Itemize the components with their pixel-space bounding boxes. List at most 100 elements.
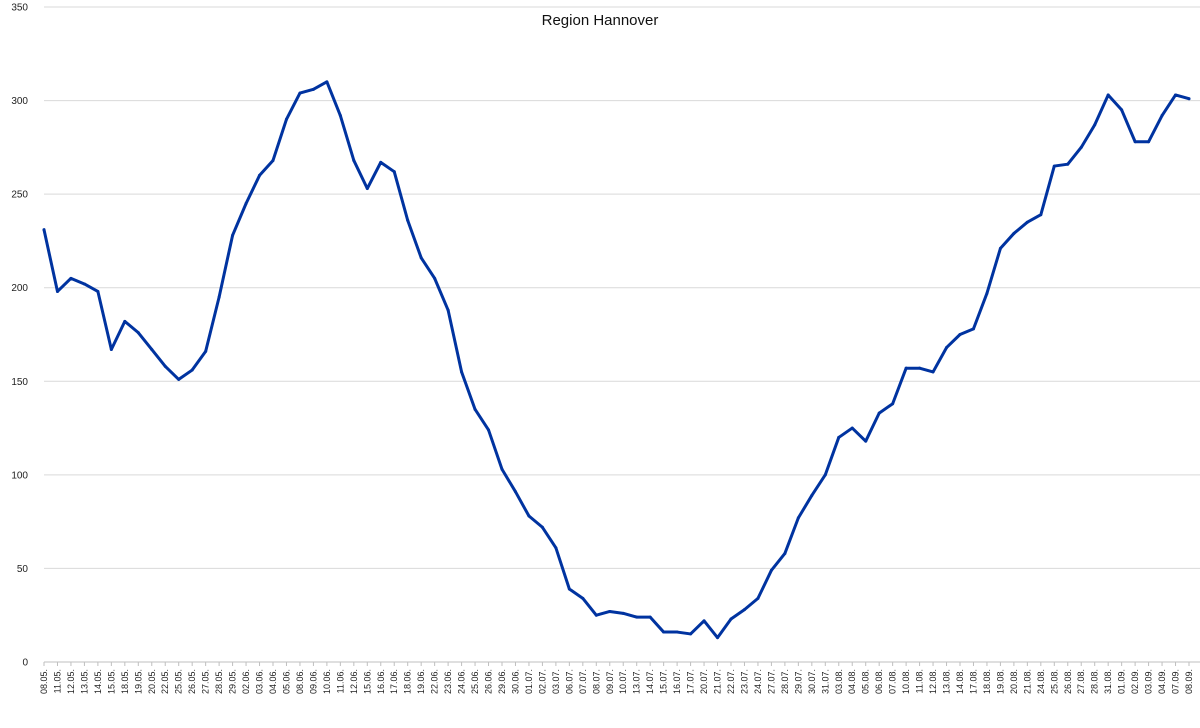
x-tick-label: 30.06. xyxy=(510,669,520,694)
x-tick-label: 09.07. xyxy=(605,669,615,694)
x-tick-label: 20.08. xyxy=(1009,669,1019,694)
x-tick-label: 01.09. xyxy=(1117,669,1127,694)
data-point xyxy=(473,407,477,411)
x-tick-label: 04.09. xyxy=(1157,669,1167,694)
y-tick-label: 0 xyxy=(22,658,28,669)
x-tick-label: 14.05. xyxy=(93,669,103,694)
x-tick-label: 30.07. xyxy=(807,669,817,694)
data-point xyxy=(1147,140,1151,144)
x-tick-label: 10.08. xyxy=(901,669,911,694)
x-tick-label: 25.05. xyxy=(174,669,184,694)
y-tick-label: 300 xyxy=(11,96,28,107)
x-tick-label: 04.06. xyxy=(268,669,278,694)
data-point xyxy=(540,525,544,529)
x-tick-label: 19.06. xyxy=(416,669,426,694)
data-point xyxy=(796,516,800,520)
data-point xyxy=(109,347,113,351)
data-point xyxy=(1025,220,1029,224)
data-point xyxy=(527,514,531,518)
x-tick-label: 03.06. xyxy=(255,669,265,694)
x-tick-label: 07.07. xyxy=(578,669,588,694)
x-tick-label: 21.08. xyxy=(1022,669,1032,694)
x-tick-label: 12.08. xyxy=(928,669,938,694)
x-tick-label: 04.08. xyxy=(847,669,857,694)
x-tick-label: 06.08. xyxy=(874,669,884,694)
data-point xyxy=(338,114,342,118)
x-tick-label: 23.06. xyxy=(443,669,453,694)
x-tick-label: 10.07. xyxy=(618,669,628,694)
data-point xyxy=(487,428,491,432)
data-point xyxy=(635,615,639,619)
x-tick-label: 02.06. xyxy=(241,669,251,694)
gridlines xyxy=(44,6,1200,569)
data-point xyxy=(823,473,827,477)
data-point xyxy=(554,546,558,550)
data-point xyxy=(1133,140,1137,144)
x-tick-label: 12.05. xyxy=(66,669,76,694)
x-tick-label: 28.08. xyxy=(1090,669,1100,694)
y-tick-label: 100 xyxy=(11,470,28,481)
data-point xyxy=(433,276,437,280)
data-point xyxy=(352,158,356,162)
x-tick-label: 03.08. xyxy=(834,669,844,694)
x-tick-label: 07.09. xyxy=(1171,669,1181,694)
x-tick-label: 09.06. xyxy=(308,669,318,694)
data-point xyxy=(325,80,329,84)
x-tick-label: 08.09. xyxy=(1184,669,1194,694)
y-tick-label: 200 xyxy=(11,283,28,294)
data-point xyxy=(231,233,235,237)
x-tick-label: 25.06. xyxy=(470,669,480,694)
x-tick-label: 27.07. xyxy=(766,669,776,694)
x-tick-label: 12.06. xyxy=(349,669,359,694)
x-tick-label: 14.07. xyxy=(645,669,655,694)
data-point xyxy=(460,370,464,374)
x-tick-label: 10.06. xyxy=(322,669,332,694)
data-point xyxy=(648,615,652,619)
data-point xyxy=(1012,231,1016,235)
data-point xyxy=(1174,93,1178,97)
y-tick-label: 250 xyxy=(11,190,28,201)
x-tick-label: 29.06. xyxy=(497,669,507,694)
data-point xyxy=(702,619,706,623)
data-point xyxy=(877,411,881,415)
x-tick-label: 02.07. xyxy=(537,669,547,694)
data-point xyxy=(217,295,221,299)
x-tick-label: 29.07. xyxy=(793,669,803,694)
data-point xyxy=(958,333,962,336)
x-tick-label: 05.08. xyxy=(861,669,871,694)
data-point xyxy=(864,439,868,443)
x-tick-label: 24.07. xyxy=(753,669,763,694)
x-tick-label: 18.05. xyxy=(120,669,130,694)
data-point xyxy=(1079,145,1083,149)
data-point xyxy=(1106,93,1110,97)
x-tick-label: 02.09. xyxy=(1130,669,1140,694)
data-point xyxy=(998,246,1002,250)
data-point xyxy=(69,276,73,280)
data-point xyxy=(1066,162,1070,166)
x-tick-label: 31.07. xyxy=(820,669,830,694)
x-tick-label: 25.08. xyxy=(1049,669,1059,694)
data-point xyxy=(298,91,302,95)
data-point xyxy=(904,366,908,370)
x-tick-label: 28.05. xyxy=(214,669,224,694)
data-point xyxy=(190,368,194,372)
x-tick-label: 13.08. xyxy=(942,669,952,694)
x-tick-label: 13.05. xyxy=(79,669,89,694)
data-point xyxy=(931,370,935,374)
data-point xyxy=(662,630,666,634)
data-point xyxy=(581,596,585,600)
x-tick-label: 08.07. xyxy=(591,669,601,694)
data-point xyxy=(945,346,949,350)
x-tick-label: 24.06. xyxy=(457,669,467,694)
data-point xyxy=(392,170,396,174)
data-point xyxy=(123,319,127,323)
y-tick-label: 150 xyxy=(11,377,28,388)
data-point xyxy=(1052,164,1056,168)
x-tick-label: 01.07. xyxy=(524,669,534,694)
data-point xyxy=(1120,108,1124,112)
x-tick-label: 22.05. xyxy=(160,669,170,694)
y-tick-label: 350 xyxy=(11,3,28,14)
data-point xyxy=(406,218,410,222)
data-point xyxy=(150,347,154,351)
